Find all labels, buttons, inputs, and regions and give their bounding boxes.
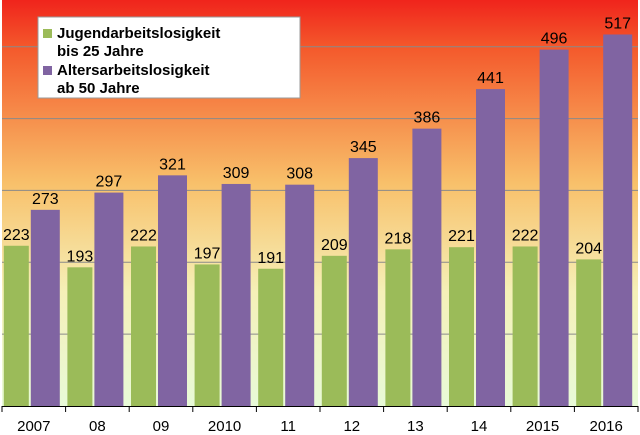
bar-senior-2015: [539, 49, 569, 406]
x-tick-label-09: 09: [153, 418, 170, 435]
bar-senior-09: [158, 175, 187, 406]
legend-label-youth-line1: Jugendarbeitslosigkeit: [57, 25, 220, 42]
bar-youth-2007: [3, 245, 29, 406]
value-label-youth-14: 221: [448, 228, 475, 245]
bars-layer: [3, 34, 633, 407]
bar-senior-12: [348, 158, 378, 406]
legend-swatch-youth: [43, 29, 52, 38]
value-label-senior-13: 386: [414, 110, 441, 127]
bar-youth-08: [67, 267, 93, 406]
bar-youth-11: [258, 268, 284, 406]
bar-youth-14: [449, 247, 474, 406]
bar-senior-13: [412, 128, 442, 407]
x-tick-label-2010: 2010: [208, 418, 241, 435]
value-label-senior-2007: 273: [32, 191, 59, 208]
value-label-senior-2015: 496: [541, 31, 568, 48]
value-label-youth-2016: 204: [575, 240, 602, 257]
value-label-youth-11: 191: [257, 250, 284, 267]
x-tick-label-11: 11: [280, 418, 296, 435]
value-label-youth-08: 193: [67, 248, 94, 265]
value-label-youth-09: 222: [130, 227, 157, 244]
legend: Jugendarbeitslosigkeit bis 25 Jahre Alte…: [37, 16, 301, 99]
x-tick-label-2015: 2015: [526, 418, 559, 435]
bar-senior-14: [476, 89, 505, 406]
bar-senior-2010: [221, 183, 251, 406]
value-label-youth-2010: 197: [194, 245, 221, 262]
legend-label-youth-line2: bis 25 Jahre: [57, 43, 144, 60]
bar-youth-2010: [194, 264, 220, 406]
value-label-senior-08: 297: [96, 174, 123, 191]
value-labels-layer: 223 273 193 297 222 321 197 309 191 308 209 345 218 3…: [3, 15, 631, 266]
value-label-senior-12: 345: [350, 139, 377, 156]
bar-senior-2007: [30, 209, 60, 406]
value-label-senior-2010: 309: [223, 165, 250, 182]
value-label-youth-2007: 223: [3, 227, 30, 244]
value-label-senior-11: 308: [286, 166, 313, 183]
value-label-youth-12: 209: [321, 237, 348, 254]
x-tick-label-14: 14: [471, 418, 488, 435]
x-tick-label-12: 12: [343, 418, 360, 435]
x-axis: 2007 08 09 2010 11 12 13 14 2015 2016: [1, 406, 639, 435]
value-label-senior-2016: 517: [604, 15, 631, 32]
legend-box: [37, 16, 301, 99]
bar-youth-2016: [576, 259, 602, 406]
x-tick-label-2007: 2007: [17, 418, 50, 435]
bar-senior-11: [285, 184, 315, 406]
value-label-senior-14: 441: [477, 70, 504, 87]
x-tick-label-2016: 2016: [590, 418, 623, 435]
bar-youth-12: [321, 255, 347, 406]
x-tick-label-13: 13: [407, 418, 424, 435]
legend-label-senior-line1: Altersarbeitslosigkeit: [57, 62, 210, 79]
bar-senior-08: [94, 192, 124, 406]
bar-youth-13: [385, 249, 411, 406]
x-tick-label-08: 08: [89, 418, 106, 435]
bar-youth-09: [131, 246, 156, 406]
legend-swatch-senior: [43, 66, 52, 75]
value-label-youth-2015: 222: [512, 227, 539, 244]
value-label-youth-13: 218: [385, 230, 412, 247]
bar-senior-2016: [603, 34, 633, 406]
bar-youth-2015: [512, 246, 538, 406]
value-label-senior-09: 321: [159, 156, 186, 173]
legend-label-senior-line2: ab 50 Jahre: [57, 80, 140, 97]
